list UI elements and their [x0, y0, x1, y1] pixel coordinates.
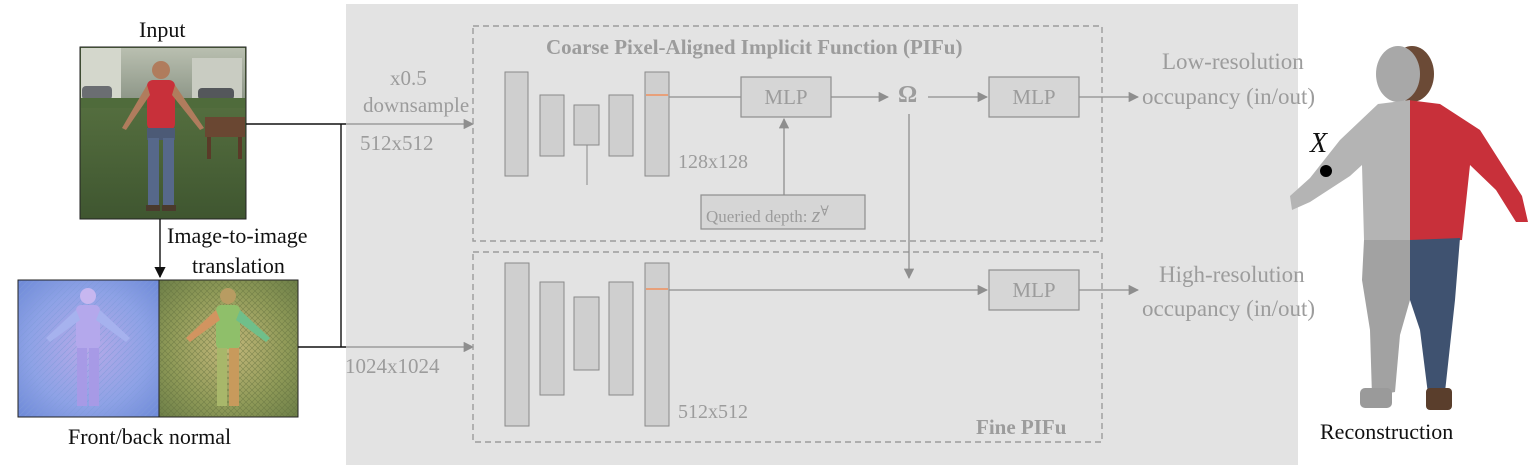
coarse-encoder	[504, 71, 670, 177]
feature-resolution-128: 128x128	[678, 151, 748, 173]
fine-encoder-block-1	[504, 262, 530, 427]
mlp-coarse-2-label: MLP	[1012, 85, 1056, 109]
feature-resolution-512: 512x512	[678, 401, 748, 423]
coarse-encoder-block-4	[608, 94, 634, 157]
fine-encoder-block-3	[573, 296, 600, 371]
queried-depth-symbol: z	[811, 202, 821, 227]
fine-encoder-block-2	[539, 281, 565, 396]
queried-depth-superscript: ∀	[820, 204, 829, 220]
queried-depth-box	[700, 194, 866, 230]
queried-depth-label: Queried depth: z∀	[706, 202, 829, 228]
coarse-encoder-block-2	[539, 94, 565, 157]
input-connectors	[154, 123, 346, 348]
input-resolution-512: 512x512	[360, 131, 434, 155]
coarse-pifu-title: Coarse Pixel-Aligned Implicit Function (…	[546, 35, 963, 59]
low-res-occupancy-line1: Low-resolution	[1162, 49, 1304, 74]
omega-symbol: Ω	[898, 82, 918, 108]
front-normal-map	[17, 279, 160, 418]
downsample-label-line2: downsample	[363, 93, 470, 117]
image-to-image-label-line2: translation	[192, 253, 285, 278]
back-normal-map	[158, 279, 299, 418]
input-photo	[79, 46, 247, 220]
mlp-coarse-2-box	[988, 76, 1080, 118]
flow-arrows	[669, 91, 1140, 296]
coarse-pifu-box	[472, 25, 1103, 242]
panel-input-arrows	[346, 118, 475, 353]
query-point-x	[1320, 165, 1332, 177]
query-point-label: X	[1310, 128, 1328, 159]
input-label: Input	[139, 17, 186, 42]
low-res-occupancy-line2: occupancy (in/out)	[1142, 84, 1316, 109]
coarse-feature-map	[644, 71, 670, 177]
reconstruction-figure	[1290, 46, 1528, 410]
reconstruction-label: Reconstruction	[1320, 419, 1454, 444]
fine-feature-map	[644, 262, 670, 427]
input-resolution-1024: 1024x1024	[345, 354, 440, 378]
fine-pifu-title: Fine PIFu	[976, 415, 1067, 439]
high-res-occupancy-line1: High-resolution	[1159, 262, 1305, 287]
downsample-label-line1: x0.5	[390, 66, 427, 90]
fine-pifu-box	[472, 251, 1103, 443]
fine-encoder-block-4	[608, 281, 634, 396]
queried-depth-text: Queried depth:	[706, 207, 808, 226]
mlp-coarse-1-label: MLP	[764, 85, 808, 109]
front-back-normal-label: Front/back normal	[68, 424, 232, 449]
fine-encoder	[504, 262, 670, 427]
mlp-boxes	[700, 76, 1080, 311]
high-res-occupancy-line2: occupancy (in/out)	[1142, 296, 1316, 321]
mlp-fine-label: MLP	[1012, 278, 1056, 302]
coarse-encoder-block-1	[504, 71, 529, 177]
image-to-image-label-line1: Image-to-image	[167, 223, 308, 248]
coarse-encoder-block-3	[573, 104, 600, 146]
